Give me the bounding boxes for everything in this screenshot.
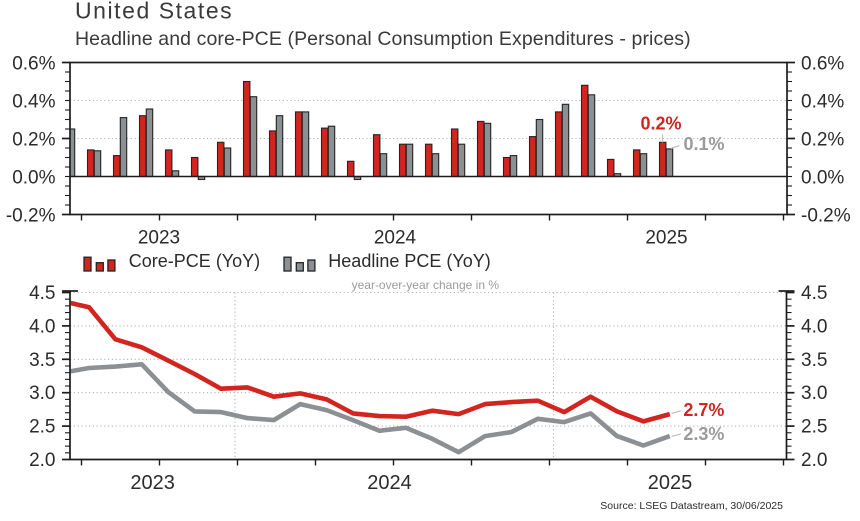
svg-text:4.0: 4.0: [29, 316, 55, 337]
svg-text:0.0%: 0.0%: [801, 168, 844, 189]
svg-text:3.5: 3.5: [29, 350, 55, 371]
svg-text:2025: 2025: [645, 227, 687, 248]
svg-text:0.6%: 0.6%: [801, 54, 844, 75]
svg-text:Source: LSEG Datastream, 30/06: Source: LSEG Datastream, 30/06/2025: [600, 500, 783, 512]
svg-text:0.4%: 0.4%: [801, 92, 844, 113]
svg-text:-0.2%: -0.2%: [6, 206, 56, 227]
svg-text:0.6%: 0.6%: [12, 54, 55, 75]
svg-text:2023: 2023: [130, 472, 175, 494]
svg-text:2.7%: 2.7%: [683, 400, 724, 420]
svg-text:2.5: 2.5: [801, 417, 827, 438]
svg-text:2023: 2023: [138, 227, 180, 248]
svg-text:2.0: 2.0: [29, 450, 55, 471]
svg-text:0.1%: 0.1%: [683, 134, 724, 154]
svg-text:0.4%: 0.4%: [12, 92, 55, 113]
svg-text:-0.2%: -0.2%: [801, 206, 851, 227]
svg-text:4.5: 4.5: [801, 283, 827, 304]
svg-text:United States: United States: [75, 0, 233, 24]
svg-text:0.2%: 0.2%: [801, 130, 844, 151]
svg-text:4.5: 4.5: [29, 283, 55, 304]
svg-text:2.0: 2.0: [801, 450, 827, 471]
svg-text:2025: 2025: [648, 472, 693, 494]
svg-text:4.0: 4.0: [801, 316, 827, 337]
svg-text:3.0: 3.0: [29, 383, 55, 404]
svg-text:2024: 2024: [367, 472, 412, 494]
svg-text:2024: 2024: [374, 227, 417, 248]
svg-text:2.5: 2.5: [29, 417, 55, 438]
svg-text:3.0: 3.0: [801, 383, 827, 404]
svg-text:2.3%: 2.3%: [683, 424, 724, 444]
svg-text:0.2%: 0.2%: [12, 130, 55, 151]
svg-text:0.2%: 0.2%: [640, 114, 681, 134]
svg-text:Headline PCE (YoY): Headline PCE (YoY): [328, 251, 490, 271]
svg-text:Headline and core-PCE (Persona: Headline and core-PCE (Personal Consumpt…: [75, 28, 691, 50]
svg-text:3.5: 3.5: [801, 350, 827, 371]
svg-text:year-over-year change in %: year-over-year change in %: [352, 278, 500, 292]
svg-text:0.0%: 0.0%: [12, 168, 55, 189]
svg-text:Core-PCE (YoY): Core-PCE (YoY): [129, 251, 260, 271]
